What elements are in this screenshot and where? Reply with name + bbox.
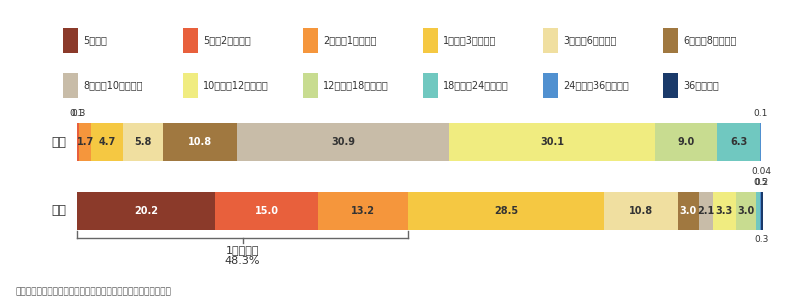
Text: 3.3: 3.3 <box>716 206 733 216</box>
Text: 3か月～6か月未満: 3か月～6か月未満 <box>563 35 617 45</box>
Bar <box>761 192 763 230</box>
Bar <box>713 192 735 230</box>
Bar <box>123 123 163 161</box>
Text: 1か月未満
48.3%: 1か月未満 48.3% <box>225 245 260 266</box>
Text: 24か月～36か月未満: 24か月～36か月未満 <box>563 80 629 90</box>
Text: 1.7: 1.7 <box>77 137 94 147</box>
Bar <box>423 28 438 53</box>
Bar <box>303 28 318 53</box>
Bar <box>78 123 79 161</box>
Text: 0.2: 0.2 <box>755 178 769 187</box>
Bar <box>183 28 198 53</box>
Text: 30.9: 30.9 <box>331 137 355 147</box>
Text: 20.2: 20.2 <box>134 206 158 216</box>
Text: 2週間～1か月未満: 2週間～1か月未満 <box>323 35 377 45</box>
Text: 0.04: 0.04 <box>751 167 771 176</box>
Text: 5.8: 5.8 <box>134 137 152 147</box>
Text: 0.5: 0.5 <box>753 178 767 187</box>
Text: 0.1: 0.1 <box>70 109 84 118</box>
Text: 4.7: 4.7 <box>98 137 116 147</box>
Bar <box>77 192 215 230</box>
Text: 5日未満: 5日未満 <box>83 35 107 45</box>
Text: 3.0: 3.0 <box>680 206 697 216</box>
Bar <box>543 28 558 53</box>
Text: 1か月～3か月未満: 1か月～3か月未満 <box>443 35 497 45</box>
Text: 10.8: 10.8 <box>629 206 653 216</box>
Text: 15.0: 15.0 <box>254 206 278 216</box>
Text: 18か月～24か月未満: 18か月～24か月未満 <box>443 80 509 90</box>
Text: 10.8: 10.8 <box>188 137 212 147</box>
Bar <box>163 123 237 161</box>
Bar <box>759 192 761 230</box>
Bar <box>63 28 78 53</box>
Bar <box>663 28 678 53</box>
Bar <box>423 73 438 98</box>
Bar <box>237 123 449 161</box>
Text: 5日～2週間未満: 5日～2週間未満 <box>203 35 251 45</box>
Bar <box>318 192 409 230</box>
Text: 28.5: 28.5 <box>494 206 518 216</box>
Text: 0.3: 0.3 <box>71 109 86 118</box>
Text: 30.1: 30.1 <box>540 137 564 147</box>
Bar <box>698 192 713 230</box>
Bar <box>449 123 655 161</box>
Bar <box>409 192 604 230</box>
Bar <box>79 123 91 161</box>
Text: 9.0: 9.0 <box>678 137 694 147</box>
Bar <box>215 192 318 230</box>
Text: 6か月～8か月未満: 6か月～8か月未満 <box>683 35 737 45</box>
Bar <box>655 123 717 161</box>
Bar <box>604 192 678 230</box>
Text: 13.2: 13.2 <box>351 206 375 216</box>
Text: 8か月～10か月未満: 8か月～10か月未満 <box>83 80 143 90</box>
Text: 女性: 女性 <box>51 136 66 149</box>
Text: 12か月～18か月未満: 12か月～18か月未満 <box>323 80 389 90</box>
Text: 0.1: 0.1 <box>754 109 768 118</box>
Text: 6.3: 6.3 <box>730 137 747 147</box>
Text: 0.3: 0.3 <box>754 235 769 244</box>
Text: 3.0: 3.0 <box>738 206 754 216</box>
Bar <box>678 192 698 230</box>
Text: 36か月以上: 36か月以上 <box>683 80 719 90</box>
Text: （備考）内閣府「独立行政法人等女性参画状況調査」より作成。: （備考）内閣府「独立行政法人等女性参画状況調査」より作成。 <box>16 287 172 296</box>
Text: 2.1: 2.1 <box>697 206 714 216</box>
Bar <box>303 73 318 98</box>
Bar <box>543 73 558 98</box>
Text: 10か月～12か月未満: 10か月～12か月未満 <box>203 80 269 90</box>
Bar <box>183 73 198 98</box>
Bar <box>717 123 760 161</box>
Bar <box>63 73 78 98</box>
Bar <box>756 192 759 230</box>
Bar <box>663 73 678 98</box>
Bar <box>91 123 123 161</box>
Bar <box>735 192 756 230</box>
Text: 男性: 男性 <box>51 204 66 217</box>
